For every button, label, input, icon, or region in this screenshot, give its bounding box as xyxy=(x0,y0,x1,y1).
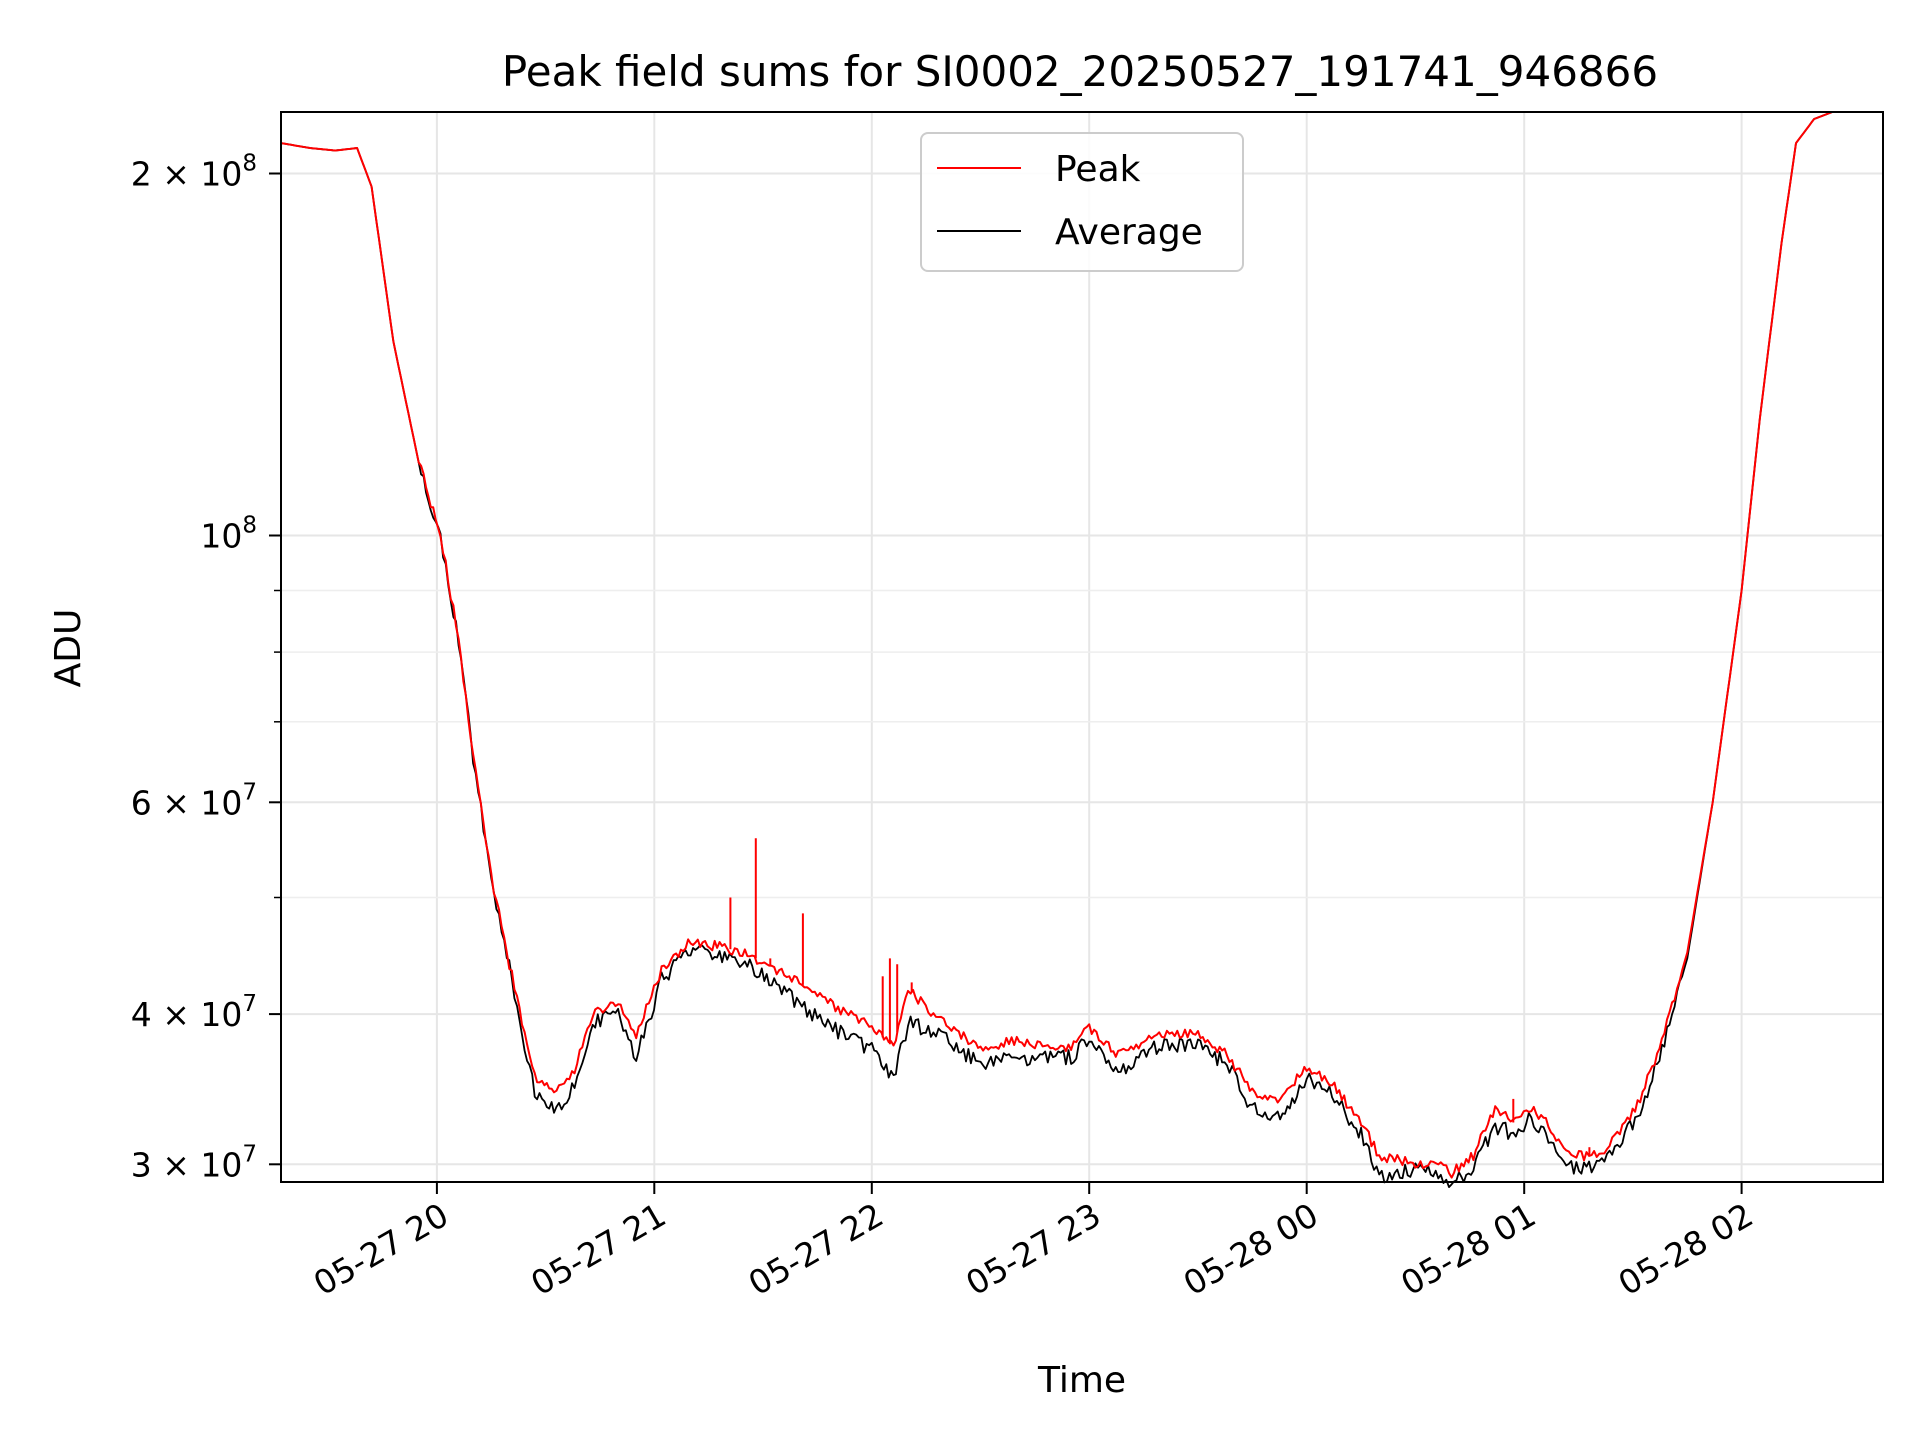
grid xyxy=(281,112,1883,1182)
y-tick-label: 6 × 107 xyxy=(131,779,257,822)
legend-label-average: Average xyxy=(1055,212,1203,253)
series-line-peak xyxy=(280,111,1883,1179)
plot-area xyxy=(280,111,1883,1188)
axes-frame xyxy=(280,111,1884,1183)
series-line-average xyxy=(280,111,1883,1188)
x-axis-label: Time xyxy=(1037,1360,1126,1401)
y-tick-label: 2 × 108 xyxy=(131,151,257,194)
chart-title: Peak field sums for SI0002_20250527_1917… xyxy=(502,47,1658,96)
y-tick-label: 4 × 107 xyxy=(131,991,257,1034)
legend-label-peak: Peak xyxy=(1055,149,1141,190)
y-tick-label: 3 × 107 xyxy=(131,1141,257,1184)
legend: Peak Average xyxy=(920,132,1244,272)
y-axis-label: ADU xyxy=(48,609,89,688)
